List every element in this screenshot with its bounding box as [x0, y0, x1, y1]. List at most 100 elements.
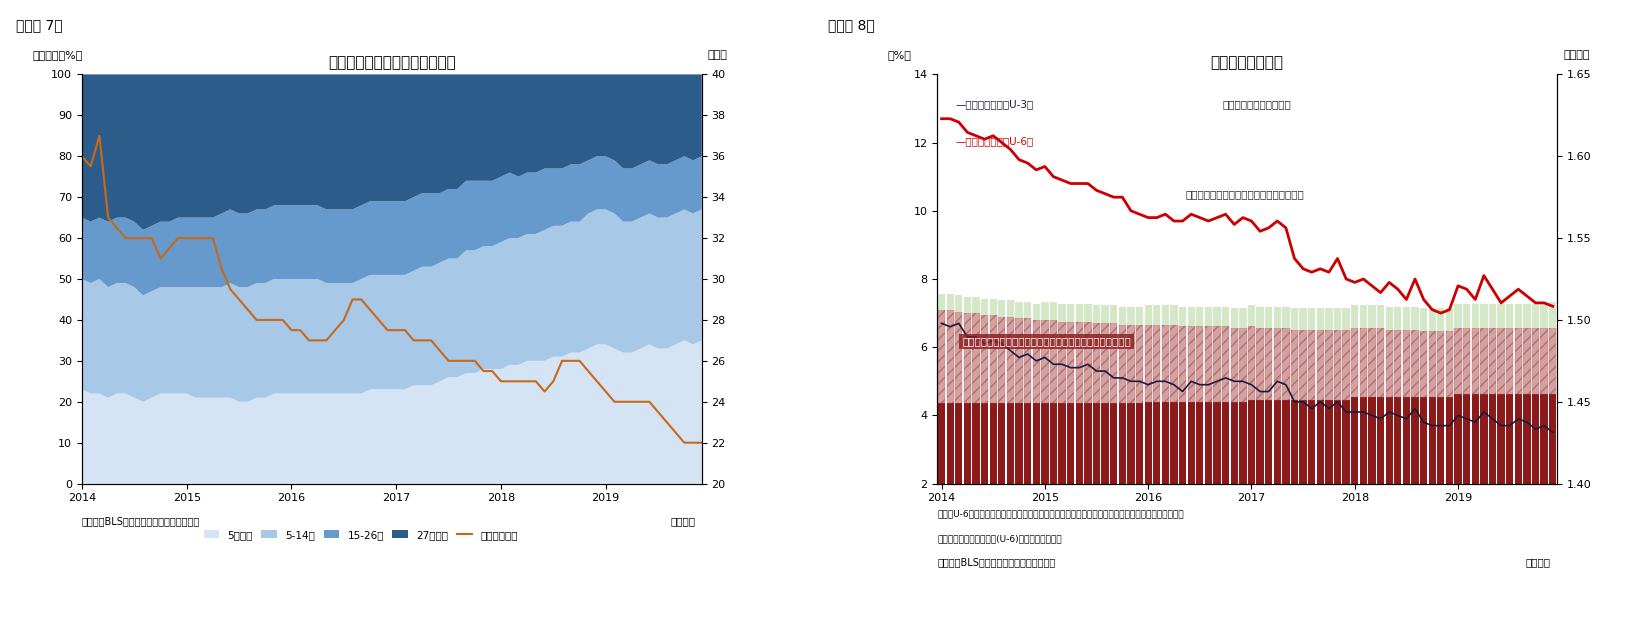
Bar: [1377, 305, 1385, 328]
Bar: [1162, 325, 1169, 402]
Bar: [1308, 330, 1316, 400]
Bar: [1300, 309, 1306, 330]
Bar: [1506, 394, 1513, 484]
Bar: [1033, 320, 1039, 404]
Bar: [1411, 330, 1419, 397]
Bar: [938, 294, 946, 310]
Bar: [1059, 304, 1065, 322]
Text: （図表 8）: （図表 8）: [828, 19, 875, 33]
Bar: [1101, 323, 1108, 404]
Bar: [1067, 404, 1074, 484]
Bar: [1411, 307, 1419, 330]
Bar: [1532, 394, 1539, 484]
Bar: [1085, 304, 1092, 322]
Bar: [1136, 307, 1144, 325]
Bar: [972, 313, 980, 404]
Bar: [1514, 328, 1523, 394]
Bar: [1041, 302, 1049, 320]
Bar: [1342, 330, 1351, 400]
Bar: [1223, 327, 1229, 402]
Bar: [1154, 325, 1160, 402]
Bar: [1369, 305, 1375, 328]
Bar: [1162, 402, 1169, 484]
Bar: [1085, 322, 1092, 404]
Bar: [998, 404, 1005, 484]
Bar: [1257, 307, 1264, 328]
Bar: [1075, 322, 1083, 404]
Bar: [1093, 323, 1100, 404]
Bar: [1369, 397, 1375, 484]
Bar: [1223, 307, 1229, 327]
Bar: [1213, 402, 1221, 484]
Bar: [1016, 302, 1023, 318]
Bar: [1205, 402, 1213, 484]
Text: （月次）: （月次）: [670, 516, 695, 526]
Bar: [1059, 322, 1065, 404]
Text: （月次）: （月次）: [1526, 557, 1550, 567]
Bar: [1316, 309, 1324, 330]
Bar: [1351, 397, 1359, 484]
Bar: [1178, 402, 1187, 484]
Bar: [1549, 394, 1557, 484]
Bar: [1051, 404, 1057, 484]
Bar: [1282, 328, 1290, 400]
Bar: [1247, 305, 1255, 327]
Bar: [1514, 304, 1523, 328]
Bar: [964, 404, 970, 484]
Bar: [1231, 328, 1237, 402]
Bar: [1385, 330, 1393, 397]
Bar: [1377, 397, 1385, 484]
Bar: [1549, 302, 1557, 328]
Bar: [1239, 328, 1247, 402]
Bar: [1223, 402, 1229, 484]
Bar: [1247, 400, 1255, 484]
Bar: [1282, 400, 1290, 484]
Bar: [1274, 400, 1282, 484]
Bar: [1437, 309, 1444, 331]
Bar: [1464, 328, 1470, 394]
Bar: [1326, 309, 1333, 330]
Bar: [1188, 307, 1195, 327]
Bar: [1498, 328, 1505, 394]
Bar: [1033, 404, 1039, 484]
Bar: [1239, 402, 1247, 484]
Bar: [1472, 304, 1478, 328]
Bar: [1446, 331, 1454, 397]
Bar: [1541, 328, 1547, 394]
Bar: [956, 295, 962, 312]
Bar: [1488, 328, 1496, 394]
Bar: [1377, 328, 1385, 397]
Bar: [1178, 327, 1187, 402]
Bar: [1170, 305, 1178, 325]
Bar: [1454, 394, 1462, 484]
Bar: [1265, 307, 1272, 328]
Bar: [1144, 305, 1152, 325]
Bar: [1085, 404, 1092, 484]
Bar: [982, 299, 988, 315]
Bar: [1369, 328, 1375, 397]
Bar: [1059, 404, 1065, 484]
Bar: [1446, 397, 1454, 484]
Bar: [1403, 330, 1410, 397]
Bar: [1326, 400, 1333, 484]
Bar: [1274, 328, 1282, 400]
Bar: [1178, 307, 1187, 327]
Bar: [1024, 318, 1031, 404]
Bar: [1136, 404, 1144, 484]
Bar: [1480, 304, 1488, 328]
Bar: [1051, 320, 1057, 404]
Bar: [1110, 305, 1118, 323]
Bar: [1334, 400, 1341, 484]
Bar: [1523, 394, 1531, 484]
Bar: [1162, 305, 1169, 325]
Bar: [1488, 304, 1496, 328]
Bar: [1282, 307, 1290, 328]
Bar: [1119, 404, 1126, 484]
Bar: [1360, 305, 1367, 328]
Bar: [1170, 325, 1178, 402]
Bar: [1326, 330, 1333, 400]
Bar: [1385, 397, 1393, 484]
Bar: [1213, 327, 1221, 402]
Bar: [1532, 328, 1539, 394]
Text: （シェア、%）: （シェア、%）: [33, 50, 82, 60]
